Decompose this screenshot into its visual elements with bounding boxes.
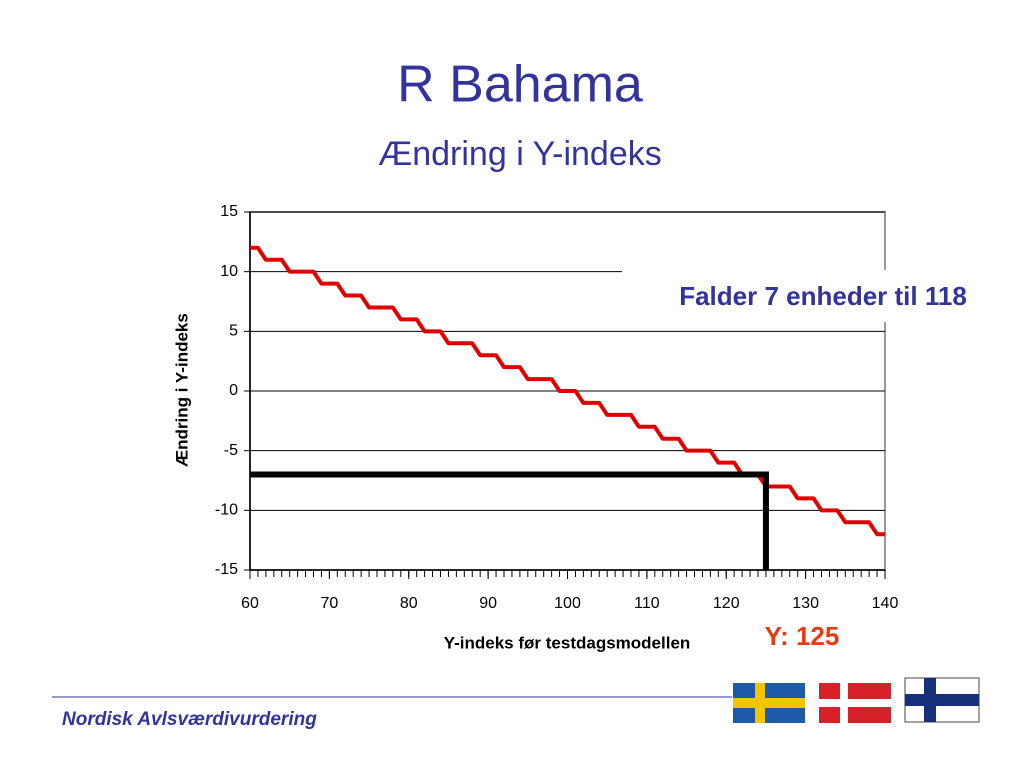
y-axis-label: Ændring i Y-indeks [172,313,191,467]
y-tick-label: 10 [220,263,238,280]
y-tick-label: -15 [215,561,238,578]
x-tick-label: 100 [554,595,581,612]
x-tick-label: 140 [872,595,899,612]
footer: Nordisk Avlsværdivurdering [62,709,317,730]
x-tick-label: 120 [713,595,740,612]
y-tick-label: 15 [220,203,238,220]
data-line [250,245,885,537]
annotation-box [622,270,1022,322]
subtitle: Ændring i Y-indeks [378,135,662,173]
x-tick-label: 110 [634,595,660,612]
y-tick-label: -5 [224,442,238,459]
x-tick-label: 70 [320,595,338,612]
annotation: Y: 125 [765,621,840,651]
annotation: Falder 7 enheder til 118 [679,281,967,311]
flag-sweden [733,683,805,723]
x-tick-label: 60 [241,595,259,612]
x-tick-label: 80 [400,595,418,612]
plot: -15 -10 -5 0 5 10 15 60 70 80 90 100 110 120 130 140 [215,203,899,612]
y-tick-label: 0 [229,382,238,399]
x-axis-label: Y-indeks før testdagsmodellen [444,633,691,652]
y-tick-label: -10 [215,502,238,519]
x-tick-label: 130 [792,595,819,612]
y-tick-label: 5 [229,323,238,340]
x-tick-label: 90 [479,595,497,612]
flag-denmark [819,683,891,723]
title: R Bahama [397,56,643,114]
flag-finland [904,677,980,723]
